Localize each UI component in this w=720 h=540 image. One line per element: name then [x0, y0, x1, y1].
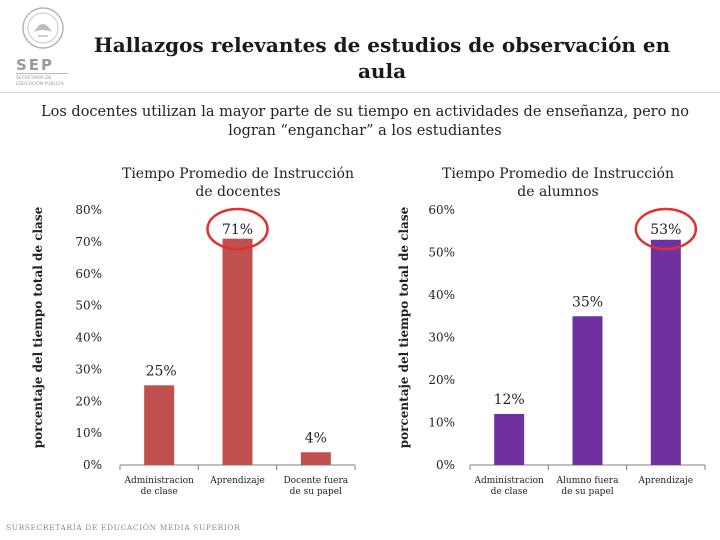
y-tick-label: 0%: [83, 458, 102, 472]
bar: [300, 452, 331, 465]
y-tick-label: 10%: [75, 426, 102, 440]
y-axis-label: porcentaje del tiempo total de clase: [31, 206, 45, 448]
highlight-circle: [634, 207, 698, 251]
data-label: 53%: [650, 222, 681, 238]
chart-title: Tiempo Promedio de Instrucción: [442, 166, 674, 182]
y-tick-label: 0%: [436, 458, 455, 472]
y-tick-label: 50%: [428, 246, 455, 260]
highlight-circle: [206, 207, 269, 251]
bar: [494, 414, 525, 465]
logo-divider: [16, 73, 68, 74]
data-label: 4%: [305, 430, 327, 446]
y-tick-label: 60%: [75, 267, 102, 281]
y-tick-label: 30%: [75, 362, 102, 376]
bar: [572, 316, 603, 465]
x-tick-label: Aprendizaje: [209, 476, 265, 486]
y-tick-label: 40%: [75, 331, 102, 345]
slide-subtitle: Los docentes utilizan la mayor parte de …: [41, 104, 689, 139]
slide-title: Hallazgos relevantes de estudios de obse…: [93, 33, 671, 83]
x-tick-label: de su papel: [561, 487, 613, 497]
sep-logo: SEP SECRETARÍA DE EDUCACIÓN PÚBLICA: [6, 4, 86, 90]
eagle-emblem-icon: [22, 7, 64, 49]
chart-title: de alumnos: [517, 184, 598, 200]
footer-text: SUBSECRETARÍA DE EDUCACIÓN MEDIA SUPERIO…: [6, 523, 241, 532]
y-tick-label: 10%: [428, 416, 455, 430]
data-label: 25%: [146, 363, 177, 379]
y-tick-label: 60%: [428, 203, 455, 217]
bar: [222, 238, 253, 465]
y-axis-label: porcentaje del tiempo total de clase: [397, 206, 411, 448]
y-tick-label: 50%: [75, 299, 102, 313]
chart-title: de docentes: [195, 184, 280, 200]
x-tick-label: Aprendizaje: [638, 476, 694, 486]
x-tick-label: Administracion: [473, 476, 544, 486]
x-tick-label: de su papel: [290, 487, 342, 497]
y-tick-label: 40%: [428, 288, 455, 302]
x-tick-label: Administracion: [123, 476, 194, 486]
header-divider: [0, 92, 720, 93]
y-tick-label: 80%: [75, 203, 102, 217]
data-label: 35%: [572, 294, 603, 310]
y-tick-label: 30%: [428, 331, 455, 345]
x-tick-label: Alumno fuera: [556, 476, 620, 486]
x-tick-label: de clase: [141, 487, 178, 497]
y-tick-label: 20%: [428, 373, 455, 387]
data-label: 12%: [494, 392, 525, 408]
bar: [650, 239, 681, 465]
chart-title: Tiempo Promedio de Instrucción: [122, 166, 354, 182]
logo-text: SEP: [16, 56, 55, 74]
header-bar: SEP SECRETARÍA DE EDUCACIÓN PÚBLICA Hall…: [0, 0, 720, 92]
logo-subtext: SECRETARÍA DE EDUCACIÓN PÚBLICA: [16, 76, 64, 87]
bar: [144, 385, 175, 465]
y-tick-label: 70%: [75, 235, 102, 249]
x-tick-label: de clase: [491, 487, 528, 497]
data-label: 71%: [222, 222, 253, 238]
x-tick-label: Docente fuera: [283, 476, 348, 486]
y-tick-label: 20%: [75, 394, 102, 408]
